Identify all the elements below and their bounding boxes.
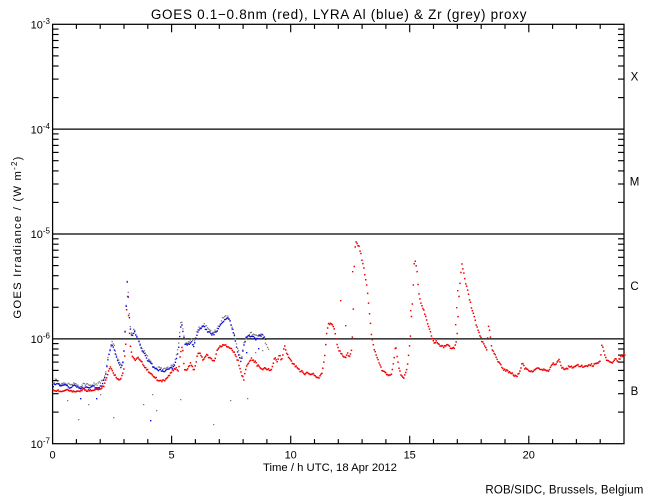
svg-text:Time / h UTC, 18 Apr 2012: Time / h UTC, 18 Apr 2012 xyxy=(263,462,397,474)
svg-text:0: 0 xyxy=(50,450,56,462)
svg-text:ROB/SIDC, Brussels, Belgium: ROB/SIDC, Brussels, Belgium xyxy=(485,485,643,497)
svg-text:10: 10 xyxy=(285,450,297,462)
svg-text:C: C xyxy=(630,281,638,293)
svg-text:20: 20 xyxy=(523,450,535,462)
svg-text:M: M xyxy=(630,176,640,188)
svg-text:GOES 0.1−0.8nm (red), LYRA Al: GOES 0.1−0.8nm (red), LYRA Al (blue) & Z… xyxy=(151,7,527,22)
svg-text:5: 5 xyxy=(169,450,175,462)
svg-text:15: 15 xyxy=(404,450,416,462)
svg-text:X: X xyxy=(631,72,639,84)
svg-text:GOES Irradiance / (W m-2): GOES Irradiance / (W m-2) xyxy=(10,155,24,318)
svg-text:B: B xyxy=(631,386,639,398)
